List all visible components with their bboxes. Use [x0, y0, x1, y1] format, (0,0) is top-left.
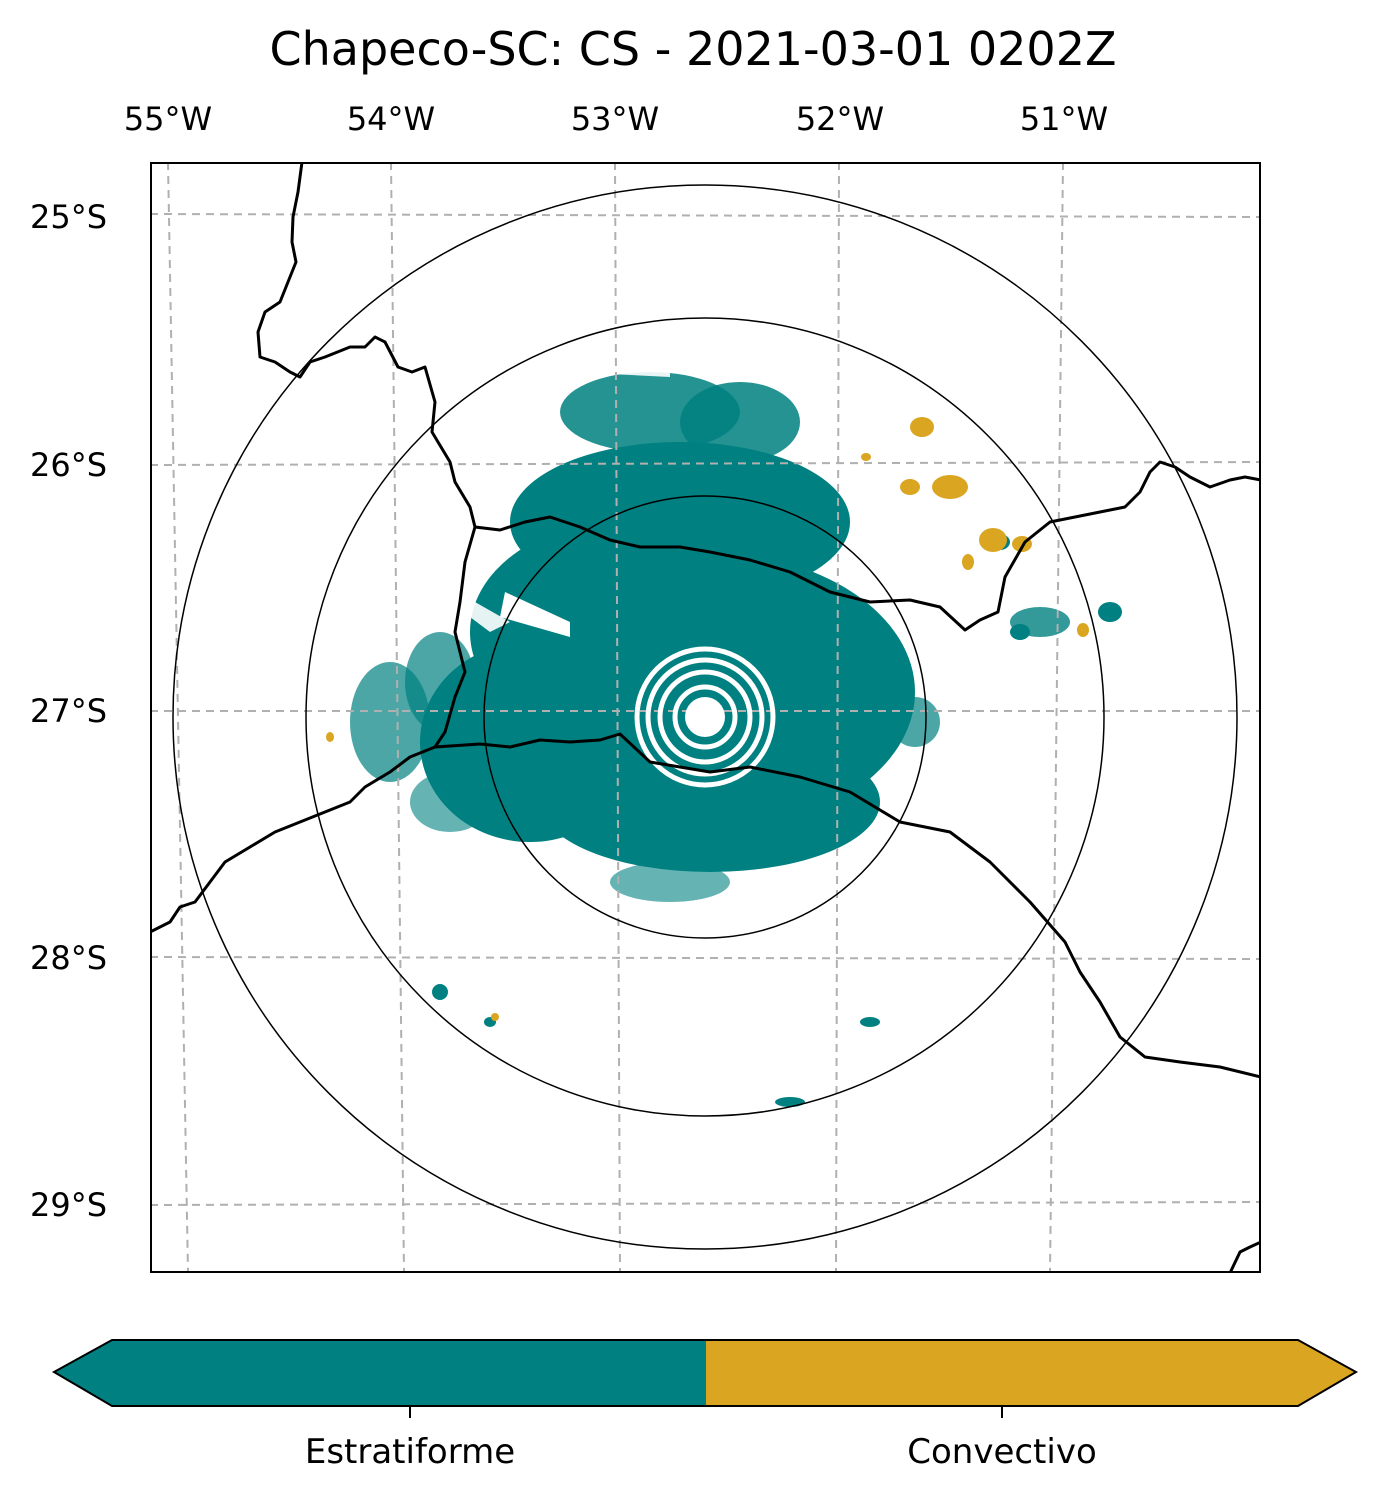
radar-map: [150, 162, 1261, 1273]
convective-echo: [326, 417, 1089, 1021]
political-borders: [150, 162, 1261, 1273]
lon-label-51w: 51°W: [1019, 100, 1109, 138]
colorbar: [50, 1338, 1360, 1418]
lon-label-54w: 54°W: [346, 100, 436, 138]
lat-label-26s: 26°S: [30, 446, 108, 484]
lat-label-29s: 29°S: [30, 1186, 108, 1224]
lon-label-52w: 52°W: [795, 100, 885, 138]
lon-label-55w: 55°W: [123, 100, 213, 138]
graticule: [150, 162, 1261, 1273]
colorbar-label-convectivo: Convectivo: [907, 1432, 1097, 1472]
colorbar-label-estratiforme: Estratiforme: [304, 1432, 516, 1472]
stratiform-echo: [350, 372, 1122, 1107]
colorbar-tick-estratiforme: [409, 1406, 411, 1418]
map-title: Chapeco-SC: CS - 2021-03-01 0202Z: [269, 22, 1117, 76]
range-rings: [172, 184, 1238, 1250]
lat-label-25s: 25°S: [30, 198, 108, 236]
lat-label-28s: 28°S: [30, 939, 108, 977]
lon-label-53w: 53°W: [570, 100, 660, 138]
colorbar-tick-convectivo: [1001, 1406, 1003, 1418]
lat-label-27s: 27°S: [30, 692, 108, 730]
